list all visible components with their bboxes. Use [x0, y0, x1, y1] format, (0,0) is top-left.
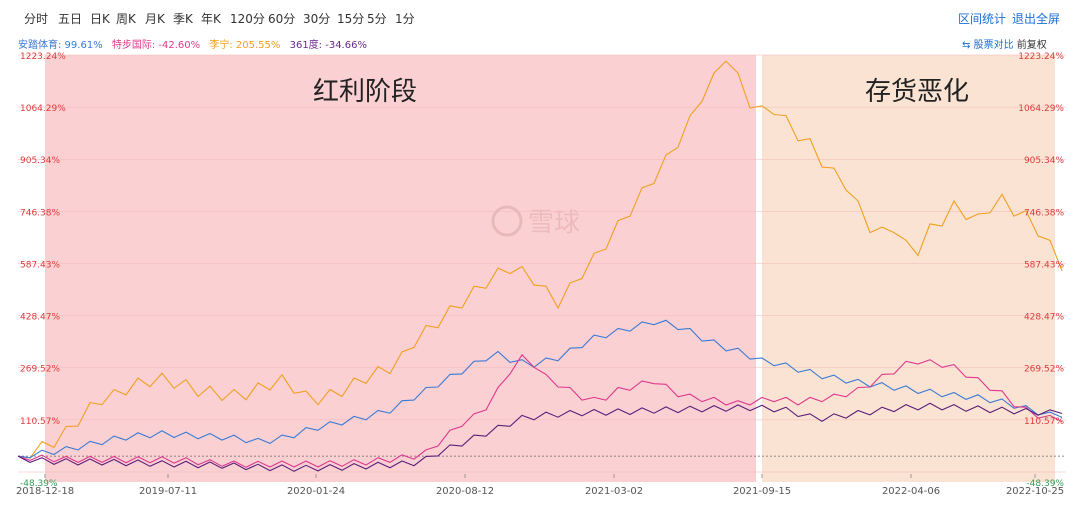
y-tick-label-right: -48.39%: [1026, 479, 1064, 489]
period-1min[interactable]: 1分: [395, 12, 415, 26]
grid-lines: [18, 54, 1066, 473]
period-5min[interactable]: 5分: [367, 12, 387, 26]
period-15min[interactable]: 15分: [337, 12, 365, 26]
region-inventory: [762, 55, 1055, 482]
x-tick-label: 2019-07-11: [139, 486, 197, 497]
y-tick-label-right: 1223.24%: [1018, 52, 1064, 62]
y-tick-label-left: 746.38%: [20, 208, 60, 218]
y-axis-right: 1223.24% 1064.29% 905.34% 746.38% 587.43% 428…: [1018, 52, 1064, 489]
period-year-k[interactable]: 年K: [201, 12, 221, 26]
period-week-k[interactable]: 周K: [116, 12, 136, 26]
series-line-anta: [17, 319, 1063, 459]
period-month-k[interactable]: 月K: [145, 12, 165, 26]
interval-stats-link[interactable]: 区间统计: [958, 12, 1007, 26]
y-tick-label-right: 746.38%: [1024, 208, 1064, 218]
x-tick-label: 2018-12-18: [16, 486, 74, 497]
y-tick-label-left: 110.57%: [20, 417, 60, 427]
legend: 安踏体育: 99.61% 特步国际: -42.60% 李宁: 205.55% 3…: [18, 36, 373, 51]
y-tick-label-left: 269.52%: [20, 365, 60, 375]
series-group: [17, 60, 1063, 472]
y-tick-label-right: 428.47%: [1024, 313, 1064, 323]
legend-item-lining: 李宁: 205.55%: [209, 40, 281, 51]
period-30min[interactable]: 30分: [303, 12, 331, 26]
x-tick-label: 2021-03-02: [585, 486, 643, 497]
y-tick-label-left: -48.39%: [20, 479, 58, 489]
exit-fullscreen-link[interactable]: 退出全屏: [1012, 12, 1061, 26]
compare-controls: ⇆ 股票对比 前复权: [962, 36, 1047, 51]
region-label-inventory: 存货恶化: [865, 77, 969, 107]
period-60min[interactable]: 60分: [268, 12, 296, 26]
compare-link[interactable]: 股票对比: [973, 40, 1014, 51]
y-tick-label-left: 587.43%: [20, 260, 60, 270]
x-tick-label: 2020-01-24: [287, 486, 345, 497]
adjust-label[interactable]: 前复权: [1016, 40, 1047, 51]
x-axis: 2018-12-18 2019-07-11 2020-01-24 2020-08-12…: [16, 474, 1064, 497]
period-toolbar: 分时 五日 日K 周K 月K 季K 年K 120分 60分 30分 15分 5分…: [0, 0, 1080, 36]
y-tick-label-left: 905.34%: [20, 156, 60, 166]
x-tick-label: 2022-10-25: [1006, 486, 1064, 497]
series-line-lining: [17, 60, 1063, 459]
compare-icon[interactable]: ⇆: [962, 40, 971, 51]
period-quarter-k[interactable]: 季K: [173, 12, 193, 26]
y-tick-label-right: 905.34%: [1024, 156, 1064, 166]
period-120min[interactable]: 120分: [230, 12, 265, 26]
y-tick-label-right: 587.43%: [1024, 260, 1064, 270]
y-tick-label-right: 110.57%: [1024, 417, 1064, 427]
y-tick-label-right: 269.52%: [1024, 365, 1064, 375]
period-day-k[interactable]: 日K: [90, 12, 110, 26]
legend-item-361: 361度: -34.66%: [289, 40, 367, 51]
x-tick-label: 2020-08-12: [436, 486, 494, 497]
legend-item-anta: 安踏体育: 99.61%: [18, 40, 103, 51]
series-line-xtep: [17, 353, 1063, 468]
y-tick-label-left: 428.47%: [20, 313, 60, 323]
y-tick-label-right: 1064.29%: [1018, 104, 1064, 114]
x-tick-label: 2021-09-15: [733, 486, 791, 497]
region-dividend: [45, 55, 756, 482]
y-tick-label-left: 1223.24%: [20, 52, 66, 62]
watermark-logo-icon: [491, 205, 523, 237]
region-label-dividend: 红利阶段: [313, 77, 417, 107]
x-tick-label: 2022-04-06: [882, 486, 940, 497]
legend-item-xtep: 特步国际: -42.60%: [111, 40, 201, 51]
watermark-text: 雪球: [528, 208, 580, 238]
watermark: 雪球: [491, 205, 580, 238]
period-minute[interactable]: 分时: [24, 12, 49, 26]
y-tick-label-left: 1064.29%: [20, 104, 66, 114]
period-5day[interactable]: 五日: [58, 12, 83, 26]
series-line-d361: [17, 402, 1063, 472]
y-axis-left: 1223.24% 1064.29% 905.34% 746.38% 587.43% 428…: [20, 52, 66, 489]
